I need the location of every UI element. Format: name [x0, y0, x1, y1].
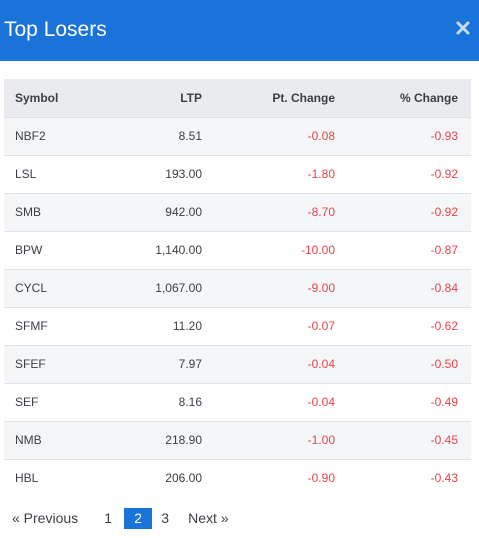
pt-change-cell: -1.80 — [202, 155, 335, 193]
pct-change-cell: -0.87 — [335, 231, 471, 269]
column-header-ltp: LTP — [124, 79, 202, 117]
pt-change-cell: -0.90 — [202, 459, 335, 497]
pct-change-cell: -0.92 — [335, 193, 471, 231]
pct-change-cell: -0.43 — [335, 459, 471, 497]
symbol-cell: HBL — [4, 459, 124, 497]
column-header-pct-change: % Change — [335, 79, 471, 117]
ltp-cell: 11.20 — [124, 307, 202, 345]
pt-change-cell: -0.07 — [202, 307, 335, 345]
modal-title: Top Losers — [4, 18, 107, 41]
pct-change-cell: -0.84 — [335, 269, 471, 307]
symbol-cell: LSL — [4, 155, 124, 193]
symbol-cell: NMB — [4, 421, 124, 459]
top-losers-table: Symbol LTP Pt. Change % Change NBF2 8.51… — [4, 79, 471, 497]
symbol-cell: BPW — [4, 231, 124, 269]
pct-change-cell: -0.49 — [335, 383, 471, 421]
pagination: « Previous 1 2 3 Next » — [12, 507, 229, 529]
table-row: NMB 218.90 -1.00 -0.45 — [4, 421, 471, 459]
table-row: LSL 193.00 -1.80 -0.92 — [4, 155, 471, 193]
page-2-link-active[interactable]: 2 — [124, 507, 153, 529]
table-row: BPW 1,140.00 -10.00 -0.87 — [4, 231, 471, 269]
pct-change-cell: -0.62 — [335, 307, 471, 345]
column-header-symbol: Symbol — [4, 79, 124, 117]
pt-change-cell: -9.00 — [202, 269, 335, 307]
ltp-cell: 218.90 — [124, 421, 202, 459]
page-1-link[interactable]: 1 — [104, 510, 113, 526]
table-row: SFMF 11.20 -0.07 -0.62 — [4, 307, 471, 345]
ltp-cell: 206.00 — [124, 459, 202, 497]
pct-change-cell: -0.93 — [335, 117, 471, 155]
pct-change-cell: -0.45 — [335, 421, 471, 459]
pt-change-cell: -0.08 — [202, 117, 335, 155]
table-row: SFEF 7.97 -0.04 -0.50 — [4, 345, 471, 383]
next-page-link[interactable]: Next » — [188, 510, 229, 526]
column-header-pt-change: Pt. Change — [202, 79, 335, 117]
table-row: HBL 206.00 -0.90 -0.43 — [4, 459, 471, 497]
table-header-row: Symbol LTP Pt. Change % Change — [4, 79, 471, 117]
ltp-cell: 942.00 — [124, 193, 202, 231]
table-row: NBF2 8.51 -0.08 -0.93 — [4, 117, 471, 155]
pt-change-cell: -0.04 — [202, 345, 335, 383]
pt-change-cell: -0.04 — [202, 383, 335, 421]
pt-change-cell: -1.00 — [202, 421, 335, 459]
table-row: SEF 8.16 -0.04 -0.49 — [4, 383, 471, 421]
table-row: SMB 942.00 -8.70 -0.92 — [4, 193, 471, 231]
previous-page-link[interactable]: « Previous — [12, 510, 79, 526]
ltp-cell: 1,067.00 — [124, 269, 202, 307]
ltp-cell: 193.00 — [124, 155, 202, 193]
ltp-cell: 7.97 — [124, 345, 202, 383]
ltp-cell: 8.51 — [124, 117, 202, 155]
symbol-cell: SFEF — [4, 345, 124, 383]
symbol-cell: SFMF — [4, 307, 124, 345]
pct-change-cell: -0.92 — [335, 155, 471, 193]
page-3-link[interactable]: 3 — [161, 510, 170, 526]
close-icon[interactable] — [455, 20, 471, 36]
pt-change-cell: -10.00 — [202, 231, 335, 269]
ltp-cell: 8.16 — [124, 383, 202, 421]
symbol-cell: CYCL — [4, 269, 124, 307]
symbol-cell: SEF — [4, 383, 124, 421]
pt-change-cell: -8.70 — [202, 193, 335, 231]
symbol-cell: NBF2 — [4, 117, 124, 155]
ltp-cell: 1,140.00 — [124, 231, 202, 269]
pct-change-cell: -0.50 — [335, 345, 471, 383]
table-row: CYCL 1,067.00 -9.00 -0.84 — [4, 269, 471, 307]
symbol-cell: SMB — [4, 193, 124, 231]
modal-header: Top Losers — [0, 0, 479, 61]
